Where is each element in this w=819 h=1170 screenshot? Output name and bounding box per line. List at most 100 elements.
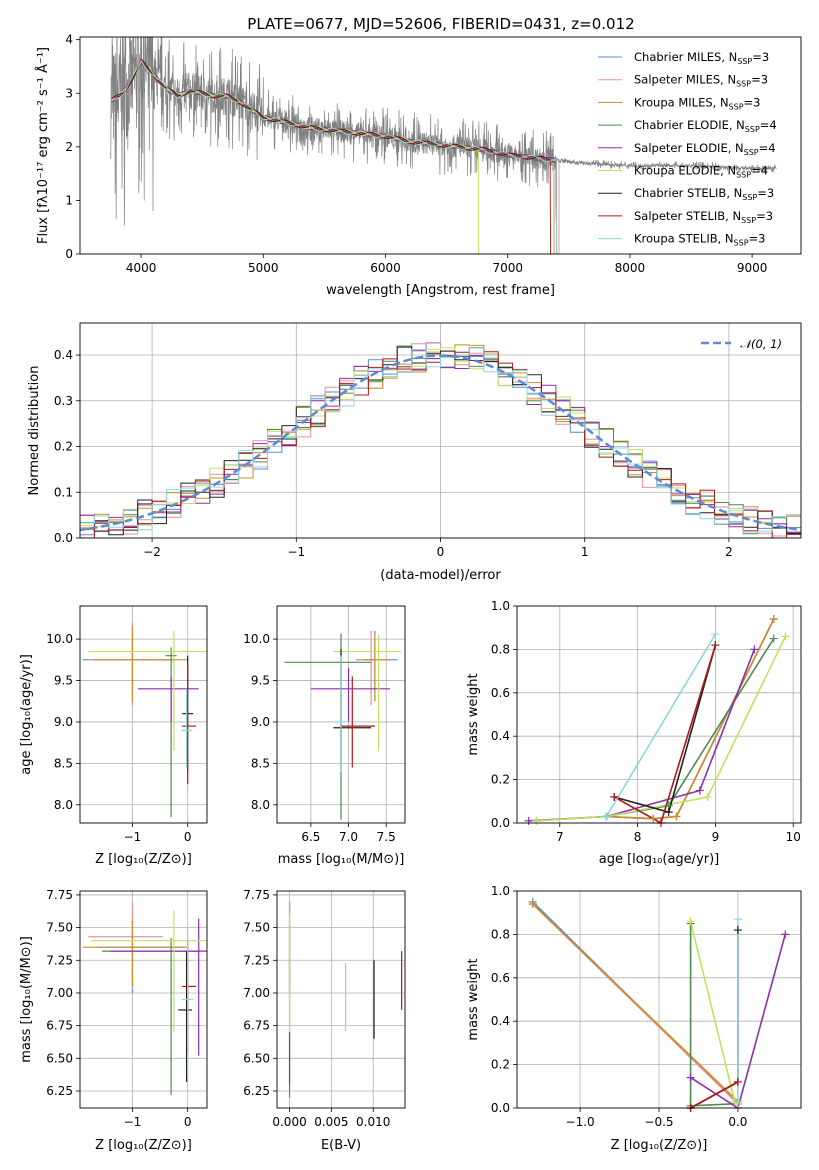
y-tick-label: 0.4 <box>491 729 510 743</box>
plus-marker <box>672 812 681 821</box>
x-tick-label: 0.005 <box>314 1115 348 1129</box>
legend-label: Salpeter MILES, N <box>634 73 736 87</box>
axes-frame <box>516 605 802 824</box>
y-tick-label: 6.50 <box>46 1051 73 1065</box>
plus-marker <box>695 786 704 795</box>
y-tick-label: 7.50 <box>46 921 73 935</box>
x-tick-label: 2 <box>725 545 733 559</box>
gaussian-curve <box>80 354 801 532</box>
legend-entry: Kroupa MILES, NSSP=3 <box>634 95 760 111</box>
plus-marker <box>711 630 720 639</box>
y-tick-label: 8.5 <box>54 756 73 770</box>
legend-gaussian-label: 𝒩(0, 1) <box>740 337 782 351</box>
plus-marker <box>769 615 778 624</box>
plus-marker <box>703 792 712 801</box>
y-tick-label: 1.0 <box>491 884 510 898</box>
y-tick-label: 6.25 <box>46 1084 73 1098</box>
legend-sub: SSP <box>737 57 752 66</box>
x-tick-label: 6000 <box>370 261 401 275</box>
y-tick-label: 0.8 <box>491 642 510 656</box>
y-tick-label: 0.6 <box>491 686 510 700</box>
axes-frame <box>276 605 406 824</box>
plus-marker <box>781 632 790 641</box>
mass-weight-line-7 <box>690 1081 739 1108</box>
y-tick-label: 0.6 <box>491 971 510 985</box>
y-tick-label: 0.8 <box>491 927 510 941</box>
x-tick-label: 8 <box>634 830 642 844</box>
y-tick-label: 0.4 <box>54 348 73 362</box>
plus-marker <box>686 917 695 926</box>
legend-sub: SSP <box>744 148 759 157</box>
x-tick-label: −1 <box>287 545 305 559</box>
plus-marker <box>686 1073 695 1082</box>
y-tick-label: 10.0 <box>243 632 270 646</box>
x-tick-label: 0 <box>184 830 192 844</box>
plus-marker <box>602 812 611 821</box>
axes-frame <box>516 890 802 1109</box>
y-tick-label: 6.50 <box>243 1051 270 1065</box>
x-tick-label: 7.0 <box>339 830 358 844</box>
mass-weight-line-5 <box>536 636 787 822</box>
y-axis-label: mass weight <box>466 958 481 1040</box>
axes-age-vs-Z: −1 0 8.0 8.5 9.0 9.5 10.0 Z [log₁₀(Z/Z⊙)] age [l… <box>19 605 208 867</box>
legend-entry: Chabrier STELIB, NSSP=3 <box>634 186 774 202</box>
legend-sub: SSP <box>736 171 751 180</box>
y-tick-label: 7.25 <box>46 953 73 967</box>
x-tick-label: −0.5 <box>644 1115 673 1129</box>
x-tick-label: 9000 <box>737 261 768 275</box>
y-tick-label: 0.3 <box>54 394 73 408</box>
x-tick-label: 0 <box>184 1115 192 1129</box>
legend-suffix: =3 <box>744 95 761 109</box>
legend-suffix: =3 <box>751 73 768 87</box>
axes-mass-weight-vs-Z: −1.0 −0.5 0.0 0.0 0.2 0.4 0.6 0.8 1.0 Z [log₁₀(Z/… <box>466 884 802 1153</box>
y-tick-label: 6.25 <box>243 1084 270 1098</box>
x-axis-label: (data-model)/error <box>380 568 501 583</box>
legend-label: Chabrier ELODIE, N <box>634 118 745 132</box>
x-tick-label: 5000 <box>248 261 279 275</box>
x-tick-label: 6.5 <box>301 830 320 844</box>
plus-marker <box>664 808 673 817</box>
legend-label: Chabrier MILES, N <box>634 50 737 64</box>
x-tick-label: 0 <box>437 545 445 559</box>
mass-weight-line-5 <box>689 921 739 1105</box>
y-tick-label: 7.50 <box>243 921 270 935</box>
legend-label: Kroupa STELIB, N <box>634 232 734 246</box>
figure-title: PLATE=0677, MJD=52606, FIBERID=0431, z=0… <box>247 15 634 33</box>
y-tick-label: 0.0 <box>491 1101 510 1115</box>
mass-weight-line-8 <box>605 633 717 817</box>
plus-marker <box>733 915 742 924</box>
x-axis-label: Z [log₁₀(Z/Z⊙)] <box>611 1138 708 1153</box>
x-tick-label: 7000 <box>492 261 523 275</box>
y-tick-label: 0.0 <box>491 816 510 830</box>
x-axis-label: E(B-V) <box>321 1138 361 1153</box>
x-axis-label: Z [log₁₀(Z/Z⊙)] <box>95 1138 192 1153</box>
y-tick-label: 7.25 <box>243 953 270 967</box>
x-tick-label: 0.010 <box>356 1115 390 1129</box>
plot-area <box>110 37 777 254</box>
y-tick-label: 1 <box>65 193 73 207</box>
y-axis-label: Normed distribution <box>27 366 42 496</box>
x-tick-label: 4000 <box>126 261 157 275</box>
plot-area <box>517 891 801 1108</box>
legend-sub: SSP <box>745 125 760 134</box>
axes-age-vs-mass: 6.5 7.0 7.5 8.0 8.5 9.0 9.5 10.0 mass [log₁₀(M/M… <box>243 605 406 867</box>
histogram-series-8 <box>80 347 801 538</box>
plot-area <box>80 891 207 1108</box>
x-tick-label: 0.0 <box>728 1115 747 1129</box>
x-tick-label: 0.000 <box>272 1115 306 1129</box>
y-tick-label: 6.75 <box>46 1019 73 1033</box>
legend-sub: SSP <box>742 193 757 202</box>
x-tick-label: −2 <box>143 545 161 559</box>
plot-area <box>277 606 405 823</box>
legend-entry: Salpeter STELIB, NSSP=3 <box>634 209 773 225</box>
plus-marker <box>733 1097 742 1106</box>
y-tick-label: 0.0 <box>54 531 73 545</box>
plus-marker <box>528 900 537 909</box>
x-axis-label: wavelength [Angstrom, rest frame] <box>326 283 555 298</box>
y-tick-label: 8.0 <box>251 798 270 812</box>
y-tick-label: 0.2 <box>491 773 510 787</box>
y-tick-label: 0.2 <box>491 1058 510 1072</box>
y-tick-label: 1.0 <box>491 599 510 613</box>
plus-marker <box>610 792 619 801</box>
plot-area <box>517 606 801 823</box>
